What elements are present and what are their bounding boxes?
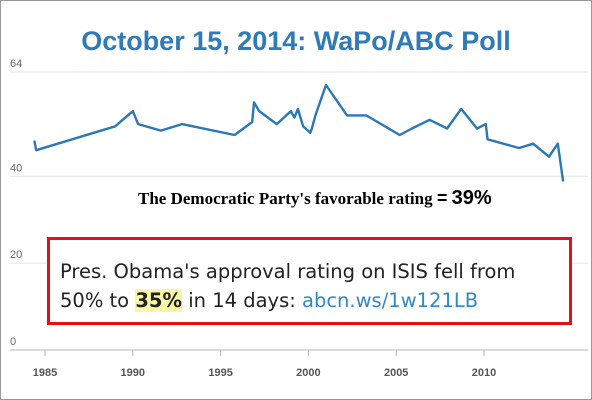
- x-tick-label: 1985: [33, 367, 57, 379]
- x-tick-label: 1995: [208, 367, 232, 379]
- x-tick-label: 2005: [384, 367, 408, 379]
- y-tick-label: 64: [10, 58, 22, 70]
- series-layer: [33, 83, 565, 182]
- isis-callout-line-2: 50% to 35% in 14 days: abcn.ws/1w121LB: [60, 286, 569, 315]
- isis-callout-days: in 14 days:: [182, 289, 302, 312]
- democratic-rating-value: 39%: [451, 187, 492, 209]
- series-line-0: [33, 83, 565, 182]
- x-tick-label: 1990: [121, 367, 145, 379]
- democratic-rating-equals: =: [436, 188, 448, 208]
- isis-callout-line-1: Pres. Obama's approval rating on ISIS fe…: [60, 260, 516, 283]
- isis-source-link[interactable]: abcn.ws/1w121LB: [302, 289, 479, 312]
- y-axis-ticks: 0 20 40 64: [10, 58, 22, 348]
- isis-callout-from: 50% to: [60, 289, 136, 312]
- democratic-rating-caption: The Democratic Party's favorable rating …: [138, 187, 492, 210]
- isis-callout-highlight-value: 35%: [135, 289, 183, 312]
- isis-approval-callout: Pres. Obama's approval rating on ISIS fe…: [47, 237, 572, 325]
- x-axis-ticks: 1985 1990 1995 2000 2005 2010: [33, 350, 496, 379]
- y-tick-label: 0: [10, 336, 16, 348]
- x-tick-label: 2010: [472, 367, 496, 379]
- chart-title: October 15, 2014: WaPo/ABC Poll: [81, 26, 511, 56]
- x-tick-label: 2000: [296, 367, 320, 379]
- y-tick-label: 40: [10, 162, 22, 174]
- democratic-rating-text: The Democratic Party's favorable rating: [138, 189, 433, 208]
- y-tick-label: 20: [10, 249, 22, 261]
